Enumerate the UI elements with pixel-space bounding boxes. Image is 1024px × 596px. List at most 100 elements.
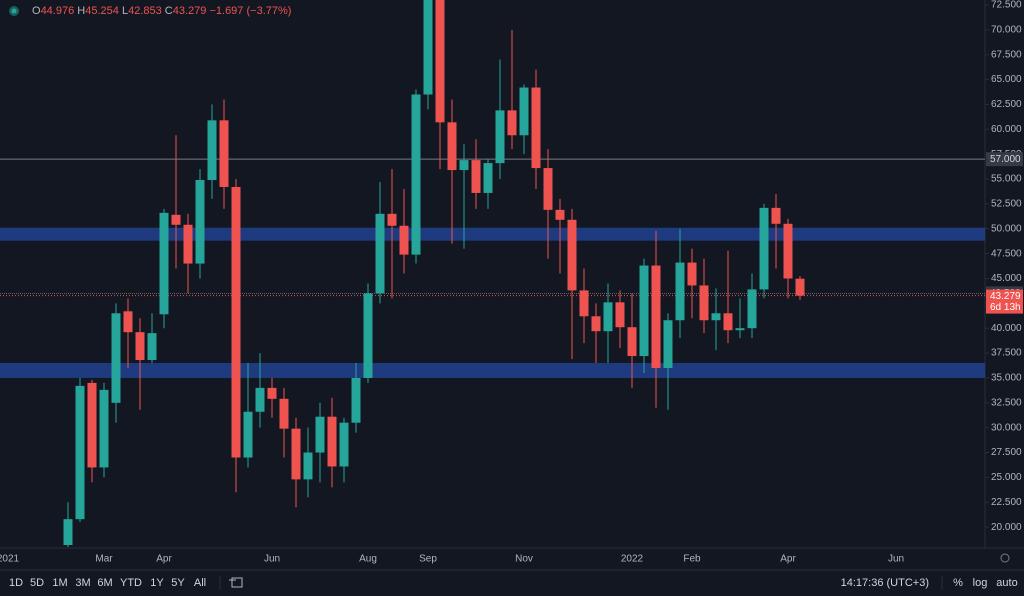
range-button[interactable]: 5Y [171, 577, 185, 589]
c-value: 43.279 [173, 5, 207, 17]
candle-body [303, 452, 313, 480]
range-button[interactable]: 5D [30, 577, 44, 589]
candle-body [171, 214, 181, 225]
candle-body [339, 422, 349, 467]
y-tick-label: 27.500 [991, 447, 1022, 458]
range-button[interactable]: 6M [97, 577, 112, 589]
change: −1.697 [209, 5, 243, 17]
o-value: 44.976 [41, 5, 75, 17]
x-tick-label: 2021 [0, 554, 20, 565]
candle-body [315, 416, 325, 453]
clock: 14:17:36 (UTC+3) [841, 577, 929, 589]
candle-body [531, 87, 541, 169]
scale-option[interactable]: log [973, 577, 988, 589]
h-value: 45.254 [85, 5, 119, 17]
range-button[interactable]: YTD [120, 577, 142, 589]
candle-body [579, 290, 589, 317]
y-tick-label: 22.500 [991, 497, 1022, 508]
range-button[interactable]: 3M [75, 577, 90, 589]
l-label: L [122, 5, 128, 17]
candle-body [435, 0, 445, 123]
x-tick-label: Nov [515, 554, 533, 565]
candle-body [615, 302, 625, 328]
candle-body [591, 316, 601, 332]
candle-body [75, 385, 85, 520]
y-tick-label: 45.000 [991, 273, 1022, 284]
zone [0, 227, 985, 241]
candle-body [423, 0, 433, 95]
candle-body [723, 313, 733, 331]
candle-body [219, 120, 229, 187]
candle-body [183, 224, 193, 264]
range-button[interactable]: All [194, 577, 206, 589]
y-tick-label: 32.500 [991, 397, 1022, 408]
candle-body [291, 428, 301, 480]
candle-body [351, 377, 361, 423]
candle-body [111, 313, 121, 403]
candle-body [99, 389, 109, 468]
candle-body [243, 411, 253, 458]
y-tick-label: 65.000 [991, 74, 1022, 85]
current-price-tag [986, 289, 1023, 314]
y-tick-label: 25.000 [991, 472, 1022, 483]
candle-body [255, 387, 265, 412]
change-pct: (−3.77%) [246, 5, 291, 17]
candle-body [411, 94, 421, 255]
candle-body [555, 209, 565, 220]
candle-body [483, 163, 493, 193]
settings-icon[interactable] [1000, 553, 1010, 563]
candle-body [699, 285, 709, 321]
current-price-label: 43.279 [990, 291, 1021, 302]
y-tick-label: 70.000 [991, 24, 1022, 35]
zone [0, 363, 985, 378]
price-tag [986, 152, 1023, 167]
icon-box [231, 577, 243, 588]
candle-body [663, 320, 673, 368]
status-dot [11, 8, 17, 14]
x-tick-label: Jun [888, 554, 904, 565]
candle-body [447, 122, 457, 171]
y-tick-label: 35.000 [991, 373, 1022, 384]
x-tick-label: Aug [359, 554, 377, 565]
candle-body [687, 262, 697, 286]
candle-body [231, 186, 241, 458]
candle-body [327, 416, 337, 467]
candle-body [711, 313, 721, 321]
candle-body [123, 311, 133, 333]
y-tick-label: 30.000 [991, 422, 1022, 433]
scale-option[interactable]: % [953, 577, 963, 589]
x-tick-label: Feb [683, 554, 701, 565]
y-tick-label: 55.000 [991, 174, 1022, 185]
candle-body [375, 213, 385, 294]
y-tick-label: 40.000 [991, 323, 1022, 334]
candle-body [387, 213, 397, 226]
candle-body [567, 219, 577, 291]
compare-icon[interactable] [229, 577, 243, 588]
c-label: C [165, 5, 173, 17]
y-tick-label: 60.000 [991, 124, 1022, 135]
candle-body [795, 278, 805, 296]
range-button[interactable]: 1Y [150, 577, 164, 589]
candle-body [495, 110, 505, 164]
y-tick-label: 47.500 [991, 248, 1022, 259]
x-tick-label: Apr [780, 554, 796, 565]
x-tick-label: Jun [264, 554, 280, 565]
candle-body [759, 207, 769, 290]
y-tick-label: 62.500 [991, 99, 1022, 110]
candle-body [771, 207, 781, 224]
candle-body [675, 262, 685, 321]
candle-body [399, 225, 409, 255]
candle-body [135, 332, 145, 361]
price-tag-label: 57.000 [990, 154, 1021, 165]
candle-body [519, 87, 529, 136]
candle-body [471, 160, 481, 193]
candle-body [63, 519, 73, 546]
scale-option[interactable]: auto [996, 577, 1017, 589]
range-button[interactable]: 1M [52, 577, 67, 589]
candle-body [207, 120, 217, 181]
candle-body [651, 265, 661, 368]
y-tick-label: 72.500 [991, 0, 1022, 11]
range-button[interactable]: 1D [9, 577, 23, 589]
candle-body [543, 168, 553, 210]
